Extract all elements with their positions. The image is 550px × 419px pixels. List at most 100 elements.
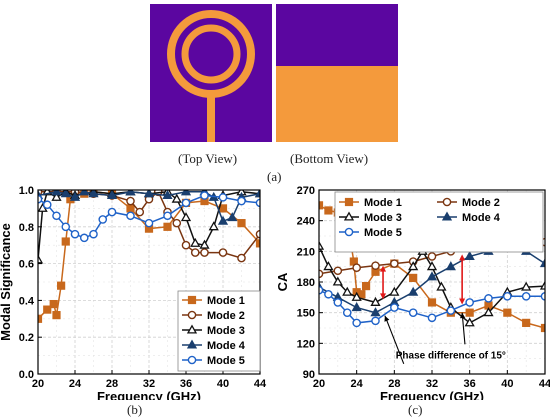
legend-marker-mode-1 bbox=[344, 197, 354, 207]
x-tick-label: 24 bbox=[351, 378, 364, 390]
data-point-mode-1 bbox=[43, 305, 52, 314]
data-point-mode-2 bbox=[218, 248, 228, 257]
annotation-arrow-head bbox=[460, 312, 466, 319]
data-point-mode-2 bbox=[200, 248, 209, 257]
data-point-mode-5 bbox=[42, 200, 52, 210]
data-point-mode-4 bbox=[254, 190, 260, 198]
bottom-view-caption: (Bottom View) bbox=[290, 151, 369, 166]
data-point-mode-5 bbox=[484, 294, 493, 303]
bottom-view-image bbox=[276, 4, 398, 142]
data-point-mode-4 bbox=[426, 271, 438, 281]
feed-line bbox=[207, 90, 215, 142]
x-tick-label: 24 bbox=[69, 378, 82, 390]
data-point-mode-5 bbox=[107, 207, 117, 217]
data-point-mode-4 bbox=[464, 250, 475, 260]
data-point-mode-3 bbox=[171, 193, 182, 203]
data-point-mode-1 bbox=[427, 298, 437, 307]
y-tick-label: 150 bbox=[297, 308, 315, 320]
top-view-caption: (Top View) bbox=[178, 151, 238, 166]
phase-arrow-head bbox=[380, 265, 387, 272]
x-tick-label: 36 bbox=[180, 378, 192, 390]
legend-label-mode-3: Mode 3 bbox=[207, 325, 245, 337]
y-tick-label: 0.8 bbox=[19, 222, 34, 234]
top-view-image bbox=[150, 4, 272, 142]
x-tick-label: 36 bbox=[464, 378, 476, 390]
data-point-mode-4 bbox=[69, 191, 81, 201]
data-point-mode-5 bbox=[324, 289, 333, 299]
x-tick-label: 40 bbox=[501, 378, 513, 390]
data-point-mode-4 bbox=[143, 190, 155, 198]
y-axis-label: Modal Significance bbox=[0, 223, 13, 341]
y-tick-label: 180 bbox=[297, 277, 315, 289]
legend-marker-mode-4 bbox=[441, 211, 453, 221]
data-point-mode-2 bbox=[427, 252, 437, 261]
data-point-mode-5 bbox=[218, 193, 228, 202]
legend-label-mode-5: Mode 5 bbox=[364, 227, 402, 239]
data-point-mode-3 bbox=[180, 212, 192, 222]
data-point-mode-3 bbox=[351, 291, 362, 301]
annotation-arrow-head bbox=[384, 315, 390, 322]
data-point-mode-5 bbox=[342, 308, 352, 317]
data-point-mode-4 bbox=[79, 190, 90, 196]
y-tick-label: 210 bbox=[297, 246, 315, 258]
bottom-view-substrate bbox=[276, 4, 398, 66]
data-point-mode-3 bbox=[319, 240, 325, 250]
data-point-mode-1 bbox=[465, 308, 474, 317]
data-point-mode-1 bbox=[163, 222, 172, 231]
data-point-mode-1 bbox=[126, 204, 135, 213]
y-tick-label: 0.0 bbox=[19, 369, 34, 381]
data-point-mode-1 bbox=[61, 237, 70, 246]
data-point-mode-4 bbox=[351, 302, 362, 312]
annotation-arrow bbox=[384, 315, 405, 364]
data-point-mode-4 bbox=[51, 190, 62, 196]
legend-marker-mode-2 bbox=[442, 197, 452, 207]
data-point-mode-5 bbox=[390, 303, 399, 312]
data-point-mode-3 bbox=[426, 261, 438, 271]
legend-marker-mode-1 bbox=[187, 295, 197, 305]
data-point-mode-2 bbox=[371, 261, 380, 270]
legend-label-mode-4: Mode 4 bbox=[207, 340, 246, 352]
data-point-mode-3 bbox=[323, 261, 334, 271]
data-point-mode-1 bbox=[57, 281, 66, 290]
plot-area bbox=[38, 190, 260, 323]
legend-marker-mode-4 bbox=[186, 339, 198, 349]
legend-marker-mode-5 bbox=[344, 227, 354, 237]
data-point-mode-2 bbox=[237, 253, 246, 263]
x-tick-label: 44 bbox=[254, 378, 267, 390]
data-point-mode-5 bbox=[52, 211, 61, 221]
data-point-mode-5 bbox=[371, 316, 380, 326]
data-point-mode-4 bbox=[180, 190, 192, 196]
x-tick-label: 32 bbox=[143, 378, 155, 390]
data-point-mode-2 bbox=[181, 240, 191, 250]
legend-label-mode-1: Mode 1 bbox=[207, 295, 245, 307]
data-point-mode-5 bbox=[237, 196, 246, 206]
data-point-mode-1 bbox=[49, 299, 58, 309]
data-point-mode-2 bbox=[190, 248, 200, 257]
data-point-mode-3 bbox=[208, 221, 219, 231]
x-tick-label: 28 bbox=[106, 378, 118, 390]
data-point-mode-4 bbox=[88, 190, 99, 198]
data-point-mode-5 bbox=[333, 298, 343, 307]
data-point-mode-3 bbox=[464, 317, 475, 327]
x-axis-label: Frequency (GHz) bbox=[97, 389, 201, 400]
data-point-mode-5 bbox=[89, 229, 98, 239]
legend-marker-mode-5 bbox=[187, 355, 197, 365]
data-point-mode-2 bbox=[333, 266, 343, 276]
x-tick-label: 20 bbox=[32, 378, 44, 390]
legend-marker-mode-3 bbox=[186, 324, 198, 334]
caption-b: (b) bbox=[127, 402, 143, 417]
x-tick-label: 20 bbox=[313, 378, 325, 390]
data-point-mode-3 bbox=[332, 276, 343, 286]
annotation-label: Phase difference of 15° bbox=[396, 351, 506, 362]
legend-label-mode-1: Mode 1 bbox=[364, 197, 402, 209]
x-tick-label: 28 bbox=[388, 378, 400, 390]
data-point-mode-5 bbox=[70, 229, 80, 239]
y-tick-label: 0.6 bbox=[19, 259, 34, 271]
data-point-mode-5 bbox=[144, 218, 154, 228]
data-point-mode-5 bbox=[126, 211, 135, 221]
data-point-mode-4 bbox=[60, 190, 71, 198]
data-point-mode-1 bbox=[409, 273, 418, 283]
data-point-mode-2 bbox=[135, 207, 145, 217]
data-point-mode-3 bbox=[342, 286, 353, 296]
data-point-mode-2 bbox=[126, 196, 135, 206]
